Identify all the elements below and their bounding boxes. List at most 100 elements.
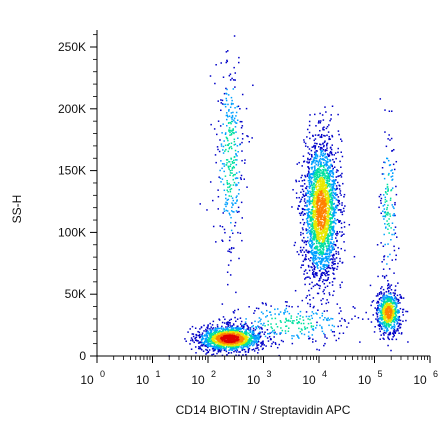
event-point xyxy=(324,169,327,172)
event-point xyxy=(379,193,382,196)
event-point xyxy=(339,190,342,192)
event-point xyxy=(213,329,215,331)
event-point xyxy=(394,308,397,311)
event-point xyxy=(324,196,327,199)
event-point xyxy=(239,333,242,335)
event-point xyxy=(330,151,333,154)
event-point xyxy=(240,320,243,323)
event-point xyxy=(388,306,390,309)
event-point xyxy=(319,129,321,132)
event-point xyxy=(303,183,306,185)
event-point xyxy=(244,321,247,323)
event-point xyxy=(331,216,334,219)
event-point xyxy=(311,259,314,261)
event-point xyxy=(323,203,325,206)
event-point xyxy=(236,184,238,186)
event-point xyxy=(320,151,323,153)
event-point xyxy=(254,334,256,337)
event-point xyxy=(311,155,313,157)
event-point xyxy=(225,194,227,196)
event-point xyxy=(228,160,231,163)
event-point xyxy=(392,292,395,294)
event-point xyxy=(218,318,220,320)
event-point xyxy=(315,312,317,314)
event-point xyxy=(244,340,247,342)
event-point xyxy=(330,202,332,204)
event-point xyxy=(323,159,325,161)
event-point xyxy=(333,207,335,210)
event-point xyxy=(389,318,392,320)
event-point xyxy=(189,328,191,330)
event-point xyxy=(339,284,341,286)
event-point xyxy=(325,270,327,272)
event-point xyxy=(320,169,322,172)
event-point xyxy=(329,220,332,223)
event-point xyxy=(316,178,318,181)
event-point xyxy=(204,340,207,342)
event-point xyxy=(238,341,240,343)
event-point xyxy=(230,163,232,166)
event-point xyxy=(326,285,329,287)
event-point xyxy=(235,210,238,212)
event-point xyxy=(199,341,201,343)
event-point xyxy=(323,332,325,335)
event-point xyxy=(331,245,333,247)
event-point xyxy=(329,251,331,254)
event-point xyxy=(378,298,381,301)
event-point xyxy=(337,209,340,211)
event-point xyxy=(308,201,311,203)
event-point xyxy=(389,308,392,310)
event-point xyxy=(320,193,322,195)
event-point xyxy=(322,162,325,164)
event-point xyxy=(308,167,310,169)
event-point xyxy=(326,192,329,194)
event-point xyxy=(388,324,390,327)
event-point xyxy=(397,316,399,318)
event-point xyxy=(323,134,325,137)
event-point xyxy=(317,163,320,165)
event-point xyxy=(257,325,259,327)
event-point xyxy=(322,143,324,145)
event-point xyxy=(206,335,209,338)
event-point xyxy=(329,207,332,210)
event-point xyxy=(256,336,259,338)
event-point xyxy=(230,251,232,254)
event-point xyxy=(217,343,219,345)
event-point xyxy=(207,350,210,353)
event-point xyxy=(221,336,223,339)
event-point xyxy=(335,205,338,208)
event-point xyxy=(328,165,330,167)
event-point xyxy=(308,208,310,211)
event-point xyxy=(311,249,314,251)
event-point xyxy=(321,221,323,223)
event-point xyxy=(331,330,334,333)
event-point xyxy=(229,129,231,132)
event-point xyxy=(291,306,293,308)
event-point xyxy=(376,316,379,318)
event-point xyxy=(236,155,238,157)
event-point xyxy=(315,184,318,186)
event-point xyxy=(314,234,316,237)
event-point xyxy=(317,189,319,192)
event-point xyxy=(398,323,401,326)
event-point xyxy=(191,338,194,341)
event-point xyxy=(322,257,324,260)
event-point xyxy=(324,198,326,200)
event-point xyxy=(379,308,381,310)
event-point xyxy=(228,74,231,77)
event-point xyxy=(334,208,337,211)
event-point xyxy=(329,186,331,188)
event-point xyxy=(234,346,236,348)
event-point xyxy=(387,309,389,312)
event-point xyxy=(305,229,308,232)
event-point xyxy=(334,221,336,224)
event-point xyxy=(220,99,222,101)
event-point xyxy=(323,205,326,207)
event-point xyxy=(399,327,401,329)
event-point xyxy=(249,327,252,329)
event-point xyxy=(317,256,319,259)
event-point xyxy=(302,322,305,325)
event-point xyxy=(316,249,319,251)
event-point xyxy=(235,183,237,186)
event-point xyxy=(317,309,319,311)
